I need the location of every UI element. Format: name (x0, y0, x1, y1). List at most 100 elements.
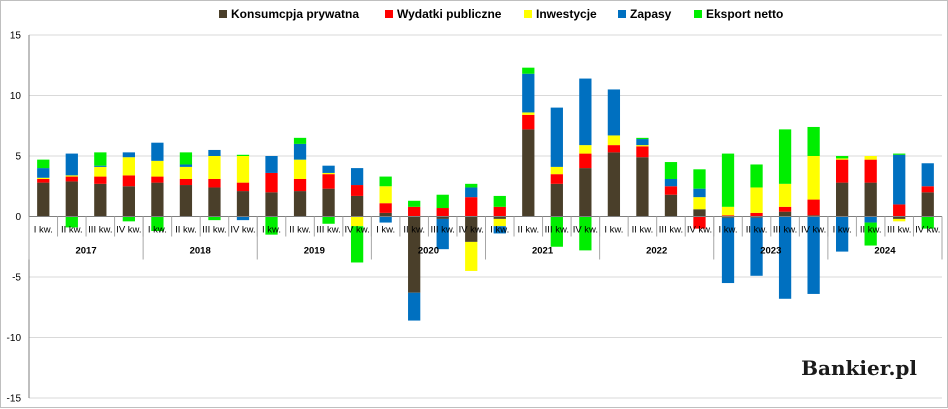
bar-segment (465, 187, 478, 198)
bar-segment (151, 160, 164, 177)
bar-segment (807, 199, 820, 216)
bar-segment (522, 129, 535, 217)
bar-segment (37, 168, 50, 178)
legend-label: Inwestycje (536, 7, 597, 21)
bar-segment (436, 208, 449, 217)
bar-segment (493, 226, 506, 234)
bar-segment (807, 156, 820, 200)
bar-segment (379, 216, 392, 223)
x-year-label: 2018 (190, 246, 211, 257)
bar-segment (778, 206, 792, 212)
x-tick-label: I kw. (148, 225, 167, 236)
bar-segment (208, 216, 221, 221)
bar-segment (379, 176, 392, 187)
bar-segment (864, 222, 877, 246)
bar-segment (265, 216, 278, 235)
bar-segment (550, 166, 563, 175)
bar-segment (579, 153, 592, 169)
y-tick-label: -15 (7, 394, 22, 405)
bar-segment (750, 187, 763, 213)
bar-segment (122, 175, 135, 187)
bar-segment (465, 183, 478, 188)
x-tick-label: I kw. (490, 225, 509, 236)
x-tick-label: II kw. (175, 225, 197, 236)
bar-segment (122, 186, 135, 217)
y-tick-label: 0 (15, 212, 21, 223)
y-tick-label: -10 (7, 333, 22, 344)
bar-segment (350, 226, 364, 263)
bar-segment (265, 156, 278, 173)
bar-segment (750, 164, 763, 188)
bar-segment (94, 152, 107, 166)
x-year-label: 2022 (646, 246, 667, 257)
bar-segment (893, 153, 906, 155)
bar-segment (37, 182, 50, 217)
bar-segment (864, 156, 877, 160)
bar-segment (893, 154, 906, 205)
bar-segment (151, 182, 164, 217)
bar-segment (151, 142, 164, 161)
bar-segment (836, 158, 849, 160)
x-tick-label: III kw. (88, 225, 112, 236)
bar-segment (721, 206, 735, 216)
bar-segment (693, 169, 706, 189)
bar-segment (864, 182, 877, 217)
bar-segment (208, 156, 221, 179)
bar-segment (94, 183, 107, 217)
bar-segment (379, 203, 392, 213)
x-year-label: 2024 (874, 246, 896, 257)
bar-segment (836, 182, 849, 217)
bar-segment (465, 216, 478, 242)
bar-segment (465, 197, 478, 217)
bar-segment (122, 216, 135, 222)
bar-segment (550, 183, 563, 217)
bar-segment (664, 178, 678, 187)
x-tick-label: IV kw. (687, 225, 712, 236)
bar-segment (94, 165, 107, 167)
bar-segment (579, 168, 592, 217)
bar-segment (607, 152, 621, 217)
y-tick-label: 10 (10, 91, 22, 102)
bar-segment (921, 192, 934, 217)
bar-segment (807, 216, 820, 294)
x-tick-label: IV kw. (573, 225, 598, 236)
x-tick-label: I kw. (604, 225, 623, 236)
legend-swatch (618, 10, 626, 18)
bar-segment (664, 194, 678, 217)
bar-segment (436, 216, 449, 219)
bar-segment (836, 156, 849, 159)
bar-segment (721, 217, 735, 284)
x-tick-label: I kw. (376, 225, 395, 236)
bar-segment (322, 188, 335, 217)
bar-segment (408, 216, 421, 293)
bar-segment (208, 149, 221, 156)
bar-segment (408, 200, 421, 207)
legend-label: Eksport netto (706, 7, 783, 21)
bar-segment (236, 156, 250, 183)
bar-segment (65, 216, 78, 228)
bar-segment (37, 177, 50, 179)
bar-segment (636, 139, 649, 146)
x-tick-label: II kw. (860, 225, 882, 236)
bar-segment (236, 182, 250, 192)
bar-segment (179, 185, 193, 217)
y-tick-label: 5 (15, 152, 21, 163)
bar-segment (322, 165, 335, 173)
bar-segment (522, 67, 535, 74)
x-tick-label: III kw. (659, 225, 683, 236)
x-tick-label: III kw. (773, 225, 797, 236)
bar-segment (122, 152, 135, 158)
bar-segment (836, 216, 849, 252)
bar-segment (265, 192, 278, 217)
bar-segment (579, 145, 592, 154)
x-tick-label: III kw. (202, 225, 226, 236)
bar-segment (65, 175, 78, 177)
x-tick-label: IV kw. (459, 225, 484, 236)
bar-segment (893, 218, 906, 222)
x-year-label: 2019 (304, 246, 325, 257)
y-tick-label: 15 (10, 31, 22, 42)
legend-label: Konsumcpja prywatna (231, 7, 359, 21)
x-tick-label: II kw. (403, 225, 425, 236)
bar-segment (750, 217, 763, 276)
